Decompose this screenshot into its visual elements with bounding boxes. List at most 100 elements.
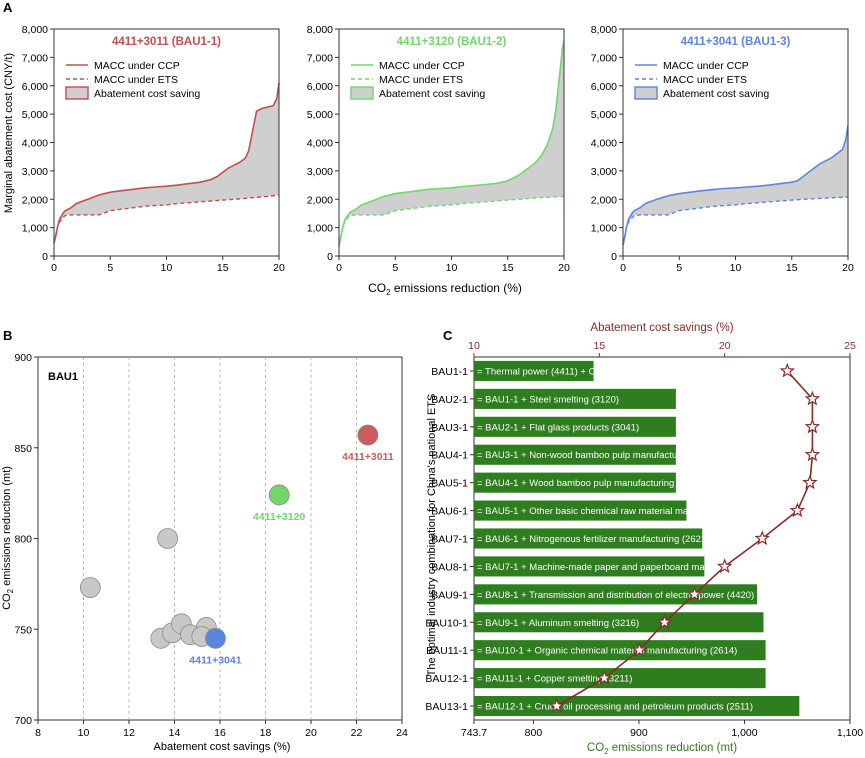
emissions-bar — [474, 472, 676, 493]
macc-ccp-line — [622, 125, 849, 245]
category-label: BAU13-1 — [425, 701, 468, 713]
x-tick-label: 0 — [336, 262, 342, 274]
y-tick-label: 900 — [14, 352, 32, 364]
x-tick-label-top: 25 — [844, 340, 856, 352]
bar-top-xlabel: Abatement cost savings (%) — [590, 322, 733, 334]
x-tick-label-bottom: 900 — [630, 727, 648, 739]
y-tick-label: 1,000 — [22, 223, 48, 235]
chart-title: 4411+3120 (BAU1-2) — [397, 36, 507, 48]
panel-letter-a: A — [3, 0, 13, 15]
x-tick-label-bottom: 800 — [525, 727, 543, 739]
bar-label: = BAU7-1 + Machine-made paper and paperb… — [477, 562, 782, 573]
x-tick-label-top: 20 — [719, 340, 731, 352]
scatter-point-label: 4411+3011 — [342, 451, 394, 463]
legend-ets-label: MACC under ETS — [663, 74, 747, 86]
x-tick-label: 18 — [260, 727, 272, 739]
y-tick-label: 1,000 — [591, 223, 617, 235]
x-tick-label: 14 — [169, 727, 181, 739]
x-tick-label: 24 — [396, 727, 408, 739]
x-tick-label: 0 — [51, 262, 57, 274]
legend-ets-label: MACC under ETS — [94, 74, 178, 86]
y-tick-label: 5,000 — [307, 109, 333, 121]
x-tick-label: 20 — [558, 262, 570, 274]
chart-title: 4411+3041 (BAU1-3) — [681, 36, 791, 48]
y-tick-label: 2,000 — [591, 194, 617, 206]
scatter-point-label: 4411+3041 — [189, 654, 241, 666]
x-tick-label-bottom: 1,000 — [731, 727, 757, 739]
category-label: BAU12-1 — [425, 673, 468, 685]
category-label: BAU3-1 — [431, 422, 468, 434]
cost-savings-marker — [656, 614, 673, 629]
y-tick-label: 7,000 — [307, 52, 333, 64]
emissions-bar — [474, 695, 800, 717]
legend-saving-swatch — [65, 86, 89, 100]
bar-label: = BAU6-1 + Nitrogenous fertilizer manufa… — [477, 534, 709, 545]
macc-chart-bau1-1: 0 1,000 2,000 3,000 4,000 5,000 6,000 7,000 8,00… — [22, 24, 285, 274]
emissions-bar — [474, 444, 676, 465]
bar-label: = BAU3-1 + Non-wood bamboo pulp manufact… — [477, 450, 723, 461]
y-tick-label: 4,000 — [307, 138, 333, 150]
scatter-point — [205, 627, 226, 649]
x-tick-label-bottom: 1,100 — [837, 727, 863, 739]
bar-chart-industry-combination: Abatement cost savings (%) CO2 emissions… — [425, 322, 863, 756]
scatter-point — [79, 577, 101, 598]
cost-savings-marker — [789, 502, 806, 518]
bar-label: = BAU2-1 + Flat glass products (3041) — [477, 422, 639, 433]
bar-label: = BAU11-1 + Copper smelting (3211) — [477, 674, 632, 685]
category-label: BAU6-1 — [431, 506, 468, 518]
legend-saving-label: Abatement cost saving — [663, 88, 769, 100]
y-tick-label: 4,000 — [22, 138, 48, 150]
abatement-cost-saving-area — [54, 82, 279, 244]
x-tick-label: 0 — [620, 262, 626, 274]
x-tick-label-bottom: 743.7 — [461, 727, 487, 739]
x-tick-label-top: 10 — [468, 340, 480, 352]
y-tick-label: 800 — [14, 534, 32, 546]
y-tick-label: 7,000 — [22, 52, 48, 64]
category-label: BAU5-1 — [431, 478, 468, 490]
legend-saving-label: Abatement cost saving — [379, 88, 485, 100]
macc-ccp-line — [338, 40, 565, 247]
scatter-point — [357, 424, 379, 446]
emissions-bar — [474, 528, 703, 549]
emissions-bar — [474, 416, 676, 437]
y-tick-label: 850 — [14, 443, 32, 455]
y-tick-label: 2,000 — [307, 194, 333, 206]
y-tick-label: 2,000 — [22, 194, 48, 206]
category-label: BAU2-1 — [431, 394, 468, 406]
bar-label: = Thermal power (4411) + Cement manufact… — [477, 366, 714, 377]
x-tick-label: 10 — [730, 262, 742, 274]
legend-saving-swatch — [634, 86, 658, 100]
y-tick-label: 6,000 — [307, 81, 333, 93]
y-tick-label: 6,000 — [591, 81, 617, 93]
scatter-point-label: 4411+3120 — [253, 511, 305, 523]
x-tick-label: 20 — [273, 262, 285, 274]
y-tick-label: 0 — [42, 251, 48, 263]
x-tick-label-top: 15 — [593, 340, 605, 352]
category-label: BAU4-1 — [431, 450, 468, 462]
x-tick-label: 10 — [161, 262, 173, 274]
legend-ets-label: MACC under ETS — [379, 74, 463, 86]
x-tick-label: 8 — [35, 727, 41, 739]
y-tick-label: 0 — [327, 251, 333, 263]
cost-savings-marker — [686, 586, 703, 601]
emissions-bar — [474, 556, 705, 577]
x-tick-label: 12 — [123, 727, 135, 739]
category-label: BAU10-1 — [425, 617, 468, 629]
cost-savings-marker — [779, 362, 796, 378]
category-label: BAU8-1 — [431, 561, 468, 573]
y-tick-label: 8,000 — [591, 24, 617, 36]
legend-ccp-label: MACC under CCP — [379, 60, 465, 72]
bar-label: = BAU8-1 + Transmission and distribution… — [477, 590, 754, 601]
abatement-cost-saving-area — [623, 125, 848, 245]
category-label: BAU1-1 — [431, 366, 468, 378]
y-tick-label: 750 — [14, 624, 32, 636]
category-label: BAU11-1 — [426, 645, 468, 657]
emissions-bar — [474, 584, 758, 605]
bar-label: = BAU9-1 + Aluminum smelting (3216) — [477, 618, 639, 629]
scatter-chart-bau1: BAU1 Abatement cost savings (%) CO2 emis… — [1, 352, 408, 753]
y-tick-label: 4,000 — [591, 138, 617, 150]
cost-savings-marker — [754, 530, 770, 546]
emissions-bar — [474, 612, 764, 633]
cost-savings-marker — [716, 558, 733, 574]
